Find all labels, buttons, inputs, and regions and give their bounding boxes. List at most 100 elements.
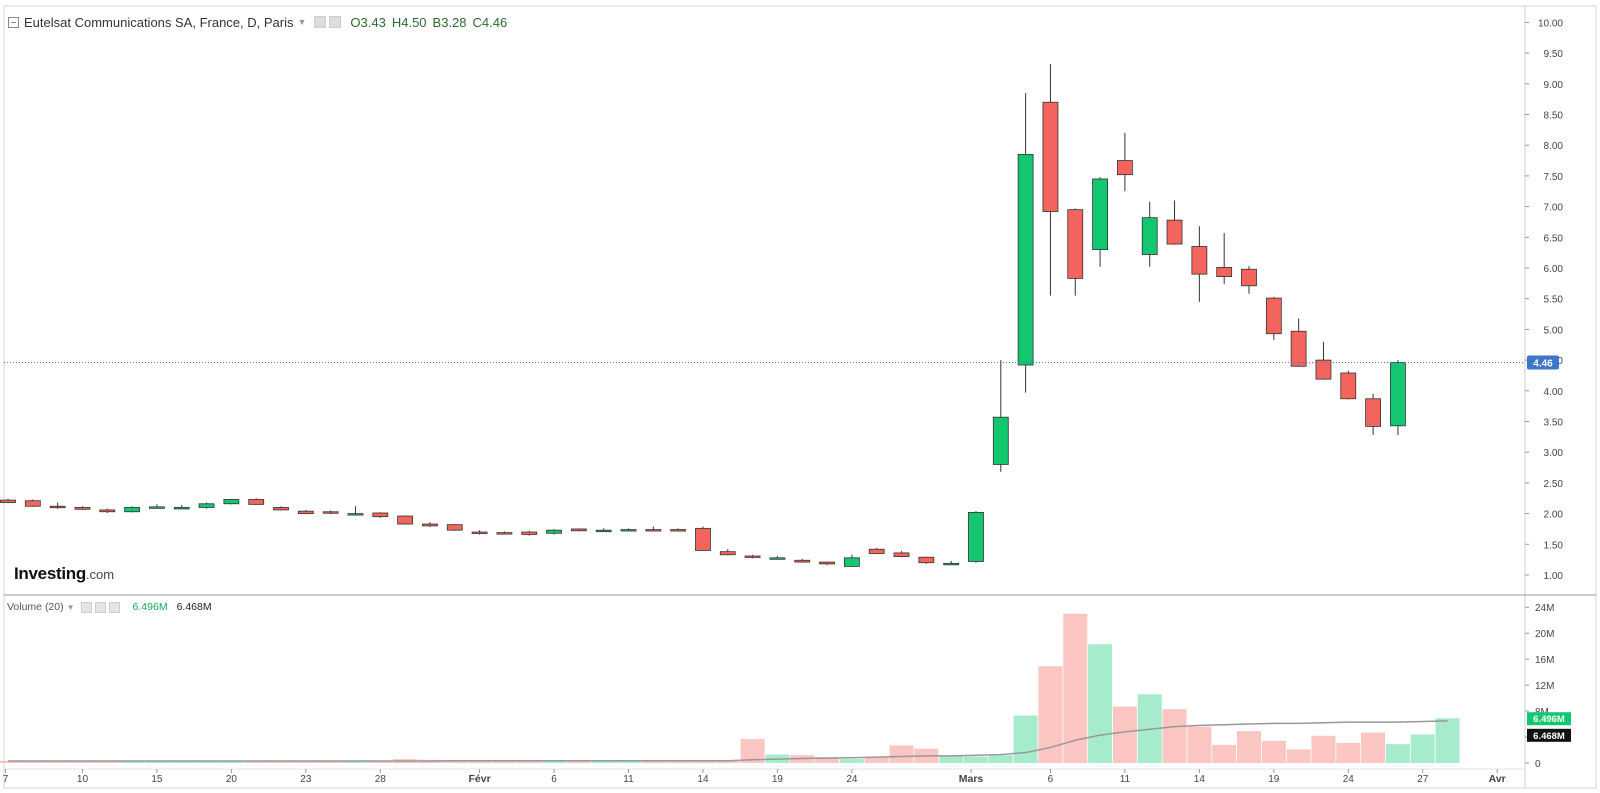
candle bbox=[595, 528, 612, 533]
volume-bar bbox=[889, 745, 914, 763]
volume-bar bbox=[641, 761, 666, 763]
volume-ma-value: 6.468M bbox=[176, 601, 212, 613]
price-tick-label: 6.50 bbox=[1544, 233, 1564, 244]
price-tick-label: 4.00 bbox=[1544, 387, 1564, 398]
date-tick-label: Mars bbox=[959, 773, 984, 785]
candle-body bbox=[794, 559, 811, 563]
close-icon[interactable] bbox=[108, 601, 120, 613]
candle bbox=[1141, 201, 1158, 267]
candle bbox=[99, 508, 116, 513]
candle-body bbox=[99, 509, 116, 513]
volume-bar bbox=[95, 761, 120, 763]
volume-bar bbox=[467, 760, 492, 763]
candle bbox=[893, 551, 910, 558]
volume-bar bbox=[144, 761, 169, 763]
volume-value-marker bbox=[1527, 712, 1571, 726]
candle-body bbox=[1191, 246, 1208, 275]
chevron-down-icon[interactable]: ▼ bbox=[297, 17, 307, 27]
volume-bar bbox=[815, 757, 840, 763]
candle-body bbox=[397, 515, 414, 525]
last-price-marker bbox=[1527, 355, 1559, 370]
candle bbox=[446, 524, 463, 531]
candle-body bbox=[992, 416, 1009, 465]
volume-bar bbox=[244, 761, 269, 763]
candle-body bbox=[347, 513, 364, 516]
instrument-title[interactable]: Eutelsat Communications SA, France, D, P… bbox=[24, 14, 294, 30]
candle bbox=[297, 509, 314, 515]
candle-body bbox=[1166, 219, 1183, 245]
candle bbox=[149, 504, 165, 509]
candle bbox=[198, 502, 215, 509]
candle-body bbox=[496, 532, 513, 535]
candle bbox=[273, 506, 289, 511]
low-value: B3.28 bbox=[432, 14, 467, 30]
candle bbox=[223, 498, 240, 505]
candle-body bbox=[918, 556, 935, 564]
price-tick-label: 3.50 bbox=[1544, 418, 1564, 429]
price-tick-label: 2.50 bbox=[1544, 479, 1564, 490]
volume-value: 6.496M bbox=[132, 601, 168, 613]
volume-bar bbox=[1112, 706, 1137, 763]
volume-bar bbox=[542, 761, 567, 763]
candle bbox=[1340, 370, 1357, 400]
chart-header: Eutelsat Communications SA, France, D, P… bbox=[8, 13, 507, 31]
volume-bar bbox=[269, 761, 294, 763]
volume-tick-label: 12M bbox=[1535, 681, 1554, 692]
candle-body bbox=[943, 562, 960, 566]
volume-ma-line bbox=[8, 720, 1448, 762]
price-tick-label: 7.50 bbox=[1544, 172, 1564, 183]
settings-icon[interactable] bbox=[329, 16, 342, 28]
candle bbox=[496, 531, 513, 535]
date-tick-label: 14 bbox=[697, 774, 709, 785]
volume-bar bbox=[0, 760, 20, 763]
price-tick-label: 8.00 bbox=[1544, 141, 1564, 152]
volume-bar bbox=[1336, 742, 1361, 763]
volume-bar bbox=[219, 761, 244, 763]
volume-bar bbox=[1162, 709, 1187, 763]
candle bbox=[769, 555, 786, 560]
volume-tick-label: 16M bbox=[1535, 655, 1554, 666]
settings-icon[interactable] bbox=[94, 601, 106, 613]
candle bbox=[1390, 360, 1406, 436]
date-tick-label: 15 bbox=[151, 774, 163, 785]
volume-bar bbox=[1237, 731, 1261, 763]
candle bbox=[1017, 93, 1034, 393]
price-tick-label: 9.00 bbox=[1544, 80, 1564, 91]
logo-brand: Investing bbox=[14, 564, 86, 583]
volume-bar bbox=[591, 760, 616, 763]
candle-body bbox=[1141, 217, 1158, 255]
candle-body bbox=[471, 531, 488, 534]
candle bbox=[1166, 200, 1183, 245]
eye-icon[interactable] bbox=[314, 16, 327, 28]
candle-body bbox=[546, 529, 562, 534]
volume-bar bbox=[70, 761, 95, 763]
chart-frame bbox=[3, 5, 1597, 789]
candle bbox=[1117, 132, 1133, 192]
collapse-icon[interactable] bbox=[8, 16, 19, 28]
volume-bar bbox=[839, 759, 864, 763]
candle-body bbox=[744, 555, 761, 558]
volume-label[interactable]: Volume (20) bbox=[7, 601, 64, 613]
volume-ma-marker bbox=[1527, 728, 1571, 742]
candle-body bbox=[719, 551, 736, 556]
chevron-down-icon[interactable]: ▼ bbox=[66, 602, 75, 612]
candle bbox=[868, 547, 885, 555]
candle bbox=[1290, 318, 1307, 367]
candle bbox=[1191, 226, 1208, 302]
price-tick-label: 5.00 bbox=[1544, 325, 1564, 336]
candle-body bbox=[1365, 398, 1381, 427]
volume-bar bbox=[120, 760, 145, 763]
date-tick-label: Avr bbox=[1489, 773, 1506, 785]
candle bbox=[968, 511, 984, 563]
date-axis: 7 10 15 20 23 28 Févr 6 11 14 19 24 Mars 6 11 14 19 24 27 A… bbox=[3, 769, 1506, 785]
volume-bar bbox=[616, 761, 641, 763]
price-tick-label: 6.00 bbox=[1544, 264, 1564, 275]
volume-axis: 04M8M12M16M20M24M bbox=[1525, 603, 1554, 770]
candle bbox=[0, 498, 16, 504]
candle bbox=[322, 510, 339, 515]
eye-icon[interactable] bbox=[80, 601, 92, 613]
candle bbox=[794, 559, 811, 563]
candle bbox=[744, 554, 761, 559]
open-value: O3.43 bbox=[350, 14, 386, 30]
